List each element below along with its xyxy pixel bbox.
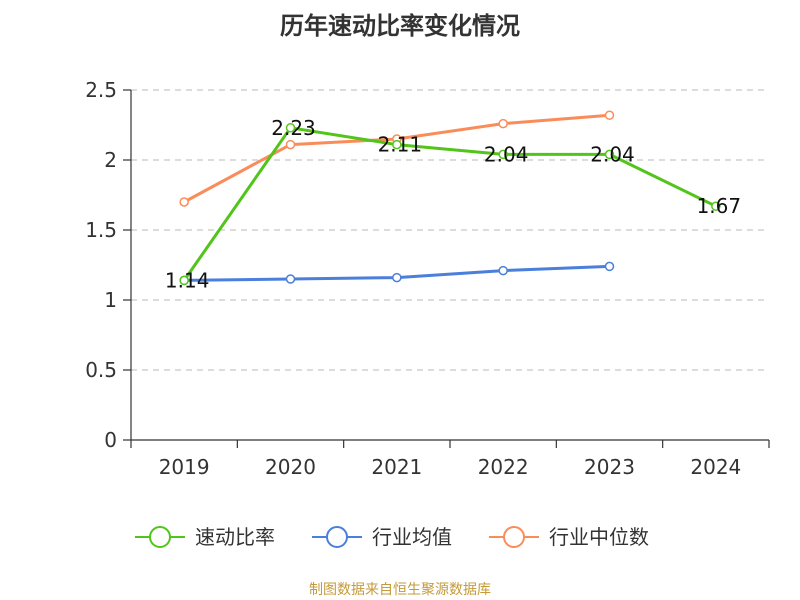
data-point	[604, 149, 615, 160]
data-point	[179, 275, 189, 286]
data-label: 2.04	[590, 142, 635, 166]
data-labels: 1.14 2.23 2.11 2.04 2.04 1.67	[165, 116, 741, 293]
data-point	[392, 272, 402, 283]
chart-title: 历年速动比率变化情况	[280, 12, 520, 40]
axes: 0 0.5 1 1.5 2 2.5 2019 2020 2021 2022 2023 2024	[85, 78, 770, 479]
x-tick-label: 2023	[584, 455, 635, 479]
data-point	[604, 110, 615, 120]
data-point	[711, 201, 721, 211]
data-label: 1.67	[697, 194, 742, 218]
x-tick-label: 2021	[371, 455, 422, 479]
legend-marker	[503, 526, 525, 548]
data-label: 2.11	[378, 133, 423, 157]
y-tick-label: 0	[104, 428, 117, 452]
data-label: 2.04	[484, 142, 529, 166]
data-point	[498, 265, 508, 276]
data-point	[179, 197, 189, 207]
data-point	[498, 149, 508, 160]
legend: 速动比率 行业均值 行业中位数	[135, 525, 649, 549]
legend-label: 行业均值	[372, 525, 452, 549]
series-lines	[179, 110, 721, 286]
x-tick-label: 2022	[478, 455, 529, 479]
data-point	[392, 139, 402, 150]
data-point	[285, 123, 296, 133]
source-note: 制图数据来自恒生聚源数据库	[309, 582, 491, 598]
grid-lines	[131, 89, 769, 371]
series-line-0	[182, 126, 717, 282]
data-label: 1.14	[165, 268, 210, 292]
y-tick-label: 2	[104, 148, 117, 172]
y-tick-label: 2.5	[85, 78, 117, 102]
data-point	[498, 118, 508, 129]
legend-label: 行业中位数	[549, 525, 649, 549]
legend-label: 速动比率	[195, 525, 275, 549]
y-tick-label: 1	[104, 288, 117, 312]
data-point	[604, 261, 615, 272]
x-tick-label: 2020	[265, 455, 316, 479]
legend-marker	[326, 526, 348, 548]
y-tick-label: 0.5	[85, 358, 117, 382]
y-tick-label: 1.5	[85, 218, 117, 242]
legend-marker	[149, 526, 171, 548]
x-tick-label: 2019	[159, 455, 210, 479]
data-point	[285, 139, 296, 150]
data-label: 2.23	[271, 116, 316, 140]
data-point	[285, 274, 296, 284]
x-tick-label: 2024	[690, 455, 741, 479]
